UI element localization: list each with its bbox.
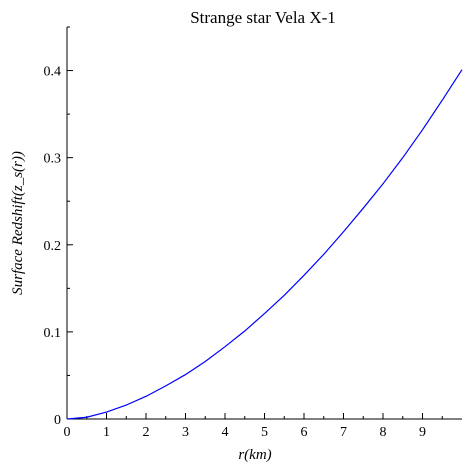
x-tick-label: 7 [340,425,347,440]
x-axis-label: r(km) [238,447,271,463]
x-tick-label: 0 [64,425,71,440]
y-axis-label: Surface Redshift(z_s(r)) [10,151,26,295]
x-tick-label: 5 [261,425,268,440]
x-tick-label: 6 [301,425,308,440]
y-tick-label: 0.2 [44,239,62,254]
x-tick-label: 2 [143,425,150,440]
x-tick-label: 8 [380,425,387,440]
x-tick-label: 9 [419,425,426,440]
y-tick-label: 0.1 [44,326,62,341]
y-tick-label: 0.4 [44,65,62,80]
x-tick-label: 1 [103,425,110,440]
y-axis-ticks: 0 0.1 0.2 0.3 0.4 [44,26,73,428]
x-tick-label: 3 [182,425,189,440]
x-axis-ticks: 0 1 2 3 4 5 6 7 8 9 [64,413,443,440]
y-tick-label: 0.3 [44,152,62,167]
x-tick-label: 4 [222,425,229,440]
series-line-redshift [66,69,463,420]
y-tick-label: 0 [54,413,61,428]
chart-title: Strange star Vela X-1 [190,8,336,27]
